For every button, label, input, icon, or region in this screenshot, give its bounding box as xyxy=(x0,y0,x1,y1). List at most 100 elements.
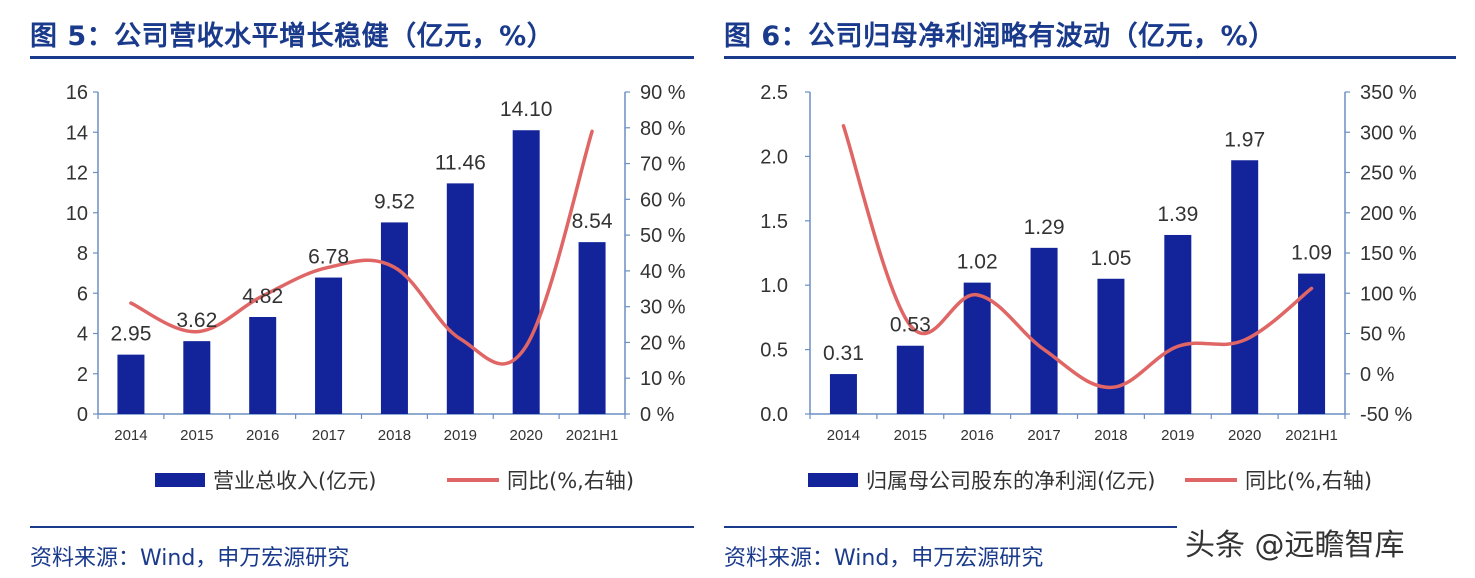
category-label: 2014 xyxy=(114,427,147,444)
category-label: 2017 xyxy=(312,427,345,444)
bar-value-label: 6.78 xyxy=(308,246,349,269)
left-tick-label: 14 xyxy=(66,122,88,144)
category-label: 2015 xyxy=(894,427,927,444)
bar-value-label: 1.02 xyxy=(957,251,998,274)
bar xyxy=(1164,234,1192,414)
figure-5-chart: 0 2 4 6 8 10 12 14 16 0 % 10 % 20 % 30 % 40 % 50 % 60 %… xyxy=(66,82,686,493)
bar xyxy=(896,345,924,414)
bar xyxy=(963,282,991,414)
left-tick-label: 2.0 xyxy=(760,146,788,168)
bar-value-label: 0.53 xyxy=(890,314,931,337)
left-tick-label: 8 xyxy=(77,243,88,265)
category-label: 2021H1 xyxy=(1285,427,1338,444)
bar-value-label: 2.95 xyxy=(111,323,152,346)
bar-value-label: 0.31 xyxy=(823,342,864,365)
left-tick-label: 12 xyxy=(66,163,88,185)
figure-5-source: 资料来源：Wind，申万宏源研究 xyxy=(30,546,350,571)
right-tick-label: 150 % xyxy=(1360,243,1417,265)
right-tick-label: 0 % xyxy=(640,404,675,426)
bar xyxy=(183,341,211,414)
right-tick-label: 200 % xyxy=(1360,203,1417,225)
left-tick-label: 4 xyxy=(77,324,88,346)
figure-6-chart: 0.0 0.5 1.0 1.5 2.0 2.5 -50 % 0 % 50 % 100 % 150 %… xyxy=(760,82,1417,493)
bar xyxy=(1097,278,1125,414)
category-label: 2018 xyxy=(378,427,411,444)
bar-value-label: 1.29 xyxy=(1024,216,1065,239)
bar xyxy=(512,130,540,415)
category-label: 2017 xyxy=(1027,427,1060,444)
bar-value-label: 1.39 xyxy=(1157,203,1198,226)
right-tick-label: 10 % xyxy=(640,368,686,390)
figure-5-title-rule xyxy=(30,56,694,59)
left-tick-label: 2 xyxy=(77,364,88,386)
left-tick-label: 0.0 xyxy=(760,404,788,426)
bar-value-label: 11.46 xyxy=(435,151,486,174)
category-label: 2019 xyxy=(1161,427,1194,444)
bar xyxy=(117,354,145,414)
legend-bar-swatch xyxy=(155,473,205,487)
left-tick-label: 0.5 xyxy=(760,340,788,362)
yoy-line-series xyxy=(129,129,594,366)
bar xyxy=(249,316,277,414)
right-tick-label: -50 % xyxy=(1360,404,1412,426)
left-tick-label: 0 xyxy=(77,404,88,426)
category-label: 2019 xyxy=(444,427,477,444)
bar xyxy=(578,242,606,414)
right-tick-label: 30 % xyxy=(640,297,686,319)
category-label: 2021H1 xyxy=(566,427,619,444)
right-tick-label: 50 % xyxy=(1360,324,1406,346)
left-tick-label: 1.0 xyxy=(760,275,788,297)
figure-6-title-rule xyxy=(724,56,1456,59)
left-tick-label: 2.5 xyxy=(760,82,788,104)
category-label: 2015 xyxy=(180,427,213,444)
bar xyxy=(380,222,408,414)
figure-6-source: 资料来源：Wind，申万宏源研究 xyxy=(724,546,1044,571)
bar-value-label: 1.97 xyxy=(1224,128,1265,151)
left-tick-label: 1.5 xyxy=(760,211,788,233)
right-tick-label: 20 % xyxy=(640,332,686,354)
bar-value-label: 1.09 xyxy=(1291,242,1332,265)
figure-6-title: 图 6：公司归母净利润略有波动（亿元，%） xyxy=(724,21,1276,52)
bar xyxy=(829,374,857,414)
figure-5-source-rule xyxy=(30,526,694,528)
legend-line-label: 同比(%,右轴) xyxy=(1245,469,1372,493)
category-label: 2016 xyxy=(246,427,279,444)
bar xyxy=(446,183,474,414)
bar xyxy=(1030,247,1058,414)
yoy-line-series xyxy=(841,124,1314,390)
left-tick-label: 6 xyxy=(77,283,88,305)
legend-bar-swatch xyxy=(808,473,858,487)
category-label: 2014 xyxy=(827,427,860,444)
category-label: 2016 xyxy=(961,427,994,444)
watermark-text: 头条 @远瞻智库 xyxy=(1185,528,1405,563)
right-tick-label: 40 % xyxy=(640,261,686,283)
bar-value-label: 4.82 xyxy=(242,285,283,308)
right-tick-label: 100 % xyxy=(1360,283,1417,305)
bar-value-label: 9.52 xyxy=(374,190,415,213)
bar-value-label: 14.10 xyxy=(500,98,553,121)
legend-bar-label: 归属母公司股东的净利润(亿元) xyxy=(866,469,1155,493)
legend-line-label: 同比(%,右轴) xyxy=(507,469,634,493)
category-label: 2020 xyxy=(1228,427,1261,444)
right-tick-label: 90 % xyxy=(640,82,686,104)
bar xyxy=(1231,160,1259,414)
right-tick-label: 0 % xyxy=(1360,364,1395,386)
figure-6-source-rule xyxy=(724,526,1177,528)
right-tick-label: 80 % xyxy=(640,118,686,140)
bar-value-label: 3.62 xyxy=(176,309,217,332)
category-label: 2018 xyxy=(1094,427,1127,444)
right-tick-label: 350 % xyxy=(1360,82,1417,104)
right-tick-label: 250 % xyxy=(1360,163,1417,185)
category-label: 2020 xyxy=(510,427,543,444)
legend-bar-label: 营业总收入(亿元) xyxy=(213,469,376,493)
right-tick-label: 300 % xyxy=(1360,122,1417,144)
bar-value-label: 1.05 xyxy=(1091,247,1132,270)
bar-value-label: 8.54 xyxy=(572,210,613,233)
bar xyxy=(315,277,343,414)
right-tick-label: 70 % xyxy=(640,154,686,176)
right-tick-label: 50 % xyxy=(640,225,686,247)
figure-6-panel: 图 6：公司归母净利润略有波动（亿元，%） 0.0 0.5 1.0 1.5 2.0 2.5… xyxy=(722,0,1475,578)
figure-5-panel: 图 5：公司营收水平增长稳健（亿元，%） 0 2 4 6 8 10 12 14 16 0 % 10 … xyxy=(0,0,700,578)
left-tick-label: 10 xyxy=(66,203,88,225)
right-tick-label: 60 % xyxy=(640,189,686,211)
